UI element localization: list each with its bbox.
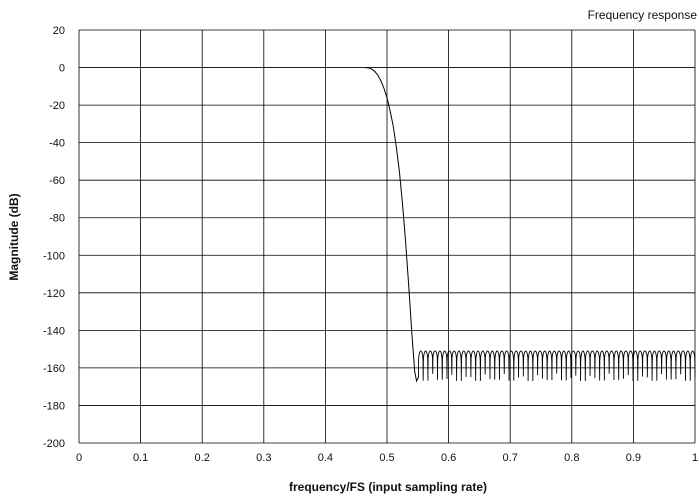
axis-layer: 0 0.1 0.2 0.3 0.4 0.5 0.6 0.7 0.8 0.9 1 20 0 -20 -40 -6…	[43, 25, 698, 464]
y-tick-label: 20	[53, 25, 65, 37]
y-tick-label: 0	[59, 63, 65, 75]
grid-layer	[78, 29, 696, 444]
x-tick-label: 0.6	[441, 452, 456, 464]
x-tick-label: 0	[76, 452, 82, 464]
y-tick-label: -20	[49, 100, 65, 112]
response-curve-transition	[364, 67, 419, 383]
y-tick-label: -60	[49, 175, 65, 187]
y-tick-label: -100	[43, 250, 65, 262]
series-layer	[364, 67, 696, 383]
y-tick-label: -160	[43, 363, 65, 375]
y-tick-label: -200	[43, 438, 65, 450]
y-axis-title: Magnitude (dB)	[7, 193, 21, 280]
x-tick-label: 0.2	[195, 452, 210, 464]
y-tick-label: -80	[49, 213, 65, 225]
x-tick-label: 0.8	[564, 452, 579, 464]
x-tick-label: 0.4	[318, 452, 333, 464]
x-axis-title: frequency/FS (input sampling rate)	[289, 480, 487, 494]
x-tick-label: 0.5	[379, 452, 394, 464]
y-tick-label: -120	[43, 288, 65, 300]
x-tick-label: 0.3	[256, 452, 271, 464]
y-tick-label: -40	[49, 138, 65, 150]
response-curve-stopband	[417, 350, 696, 382]
chart-title: Frequency response	[588, 8, 698, 22]
x-tick-label: 1	[692, 452, 698, 464]
x-tick-label: 0.7	[503, 452, 518, 464]
y-tick-label: -140	[43, 325, 65, 337]
label-layer: Frequency response frequency/FS (input s…	[7, 8, 697, 494]
x-tick-label: 0.9	[626, 452, 641, 464]
y-tick-label: -180	[43, 400, 65, 412]
x-tick-label: 0.1	[133, 452, 148, 464]
